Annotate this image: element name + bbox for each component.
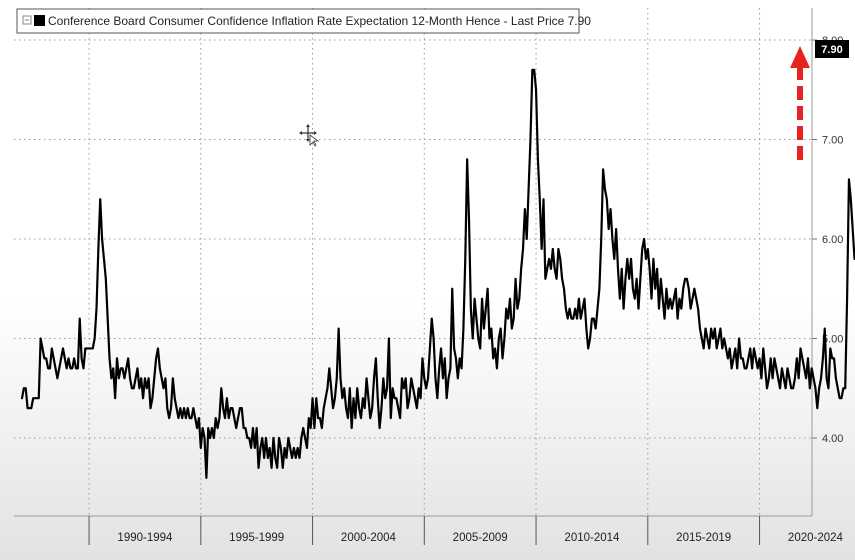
move-cursor-icon — [299, 124, 320, 147]
y-tick-label: 4.00 — [822, 433, 843, 445]
y-tick-label: 5.00 — [822, 334, 843, 346]
legend-swatch — [34, 15, 45, 26]
last-price-marker: 7.90 — [815, 40, 849, 58]
y-tick-label: 6.00 — [822, 234, 843, 246]
series-line — [20, 68, 855, 479]
y-tick-label: 7.00 — [822, 135, 843, 147]
grid-lines — [14, 8, 817, 545]
x-tick-label: 2015-2019 — [676, 532, 731, 544]
y-axis-labels: 8.007.006.005.004.00 — [822, 35, 843, 445]
x-tick-label: 1990-1994 — [117, 532, 173, 544]
x-tick-label: 2010-2014 — [564, 532, 620, 544]
x-tick-label: 2000-2004 — [341, 532, 397, 544]
red-up-arrow-icon — [790, 46, 810, 160]
last-price-value: 7.90 — [821, 44, 842, 56]
x-axis-labels: 1990-1994 1995-1999 2000-2004 2005-2009 2010… — [117, 532, 843, 544]
legend: Conference Board Consumer Confidence Inf… — [16, 8, 591, 34]
x-tick-label: 2020-2024 — [788, 532, 844, 544]
x-tick-label: 2005-2009 — [453, 532, 508, 544]
x-tick-label: 1995-1999 — [229, 532, 284, 544]
legend-label: Conference Board Consumer Confidence Inf… — [48, 14, 591, 28]
